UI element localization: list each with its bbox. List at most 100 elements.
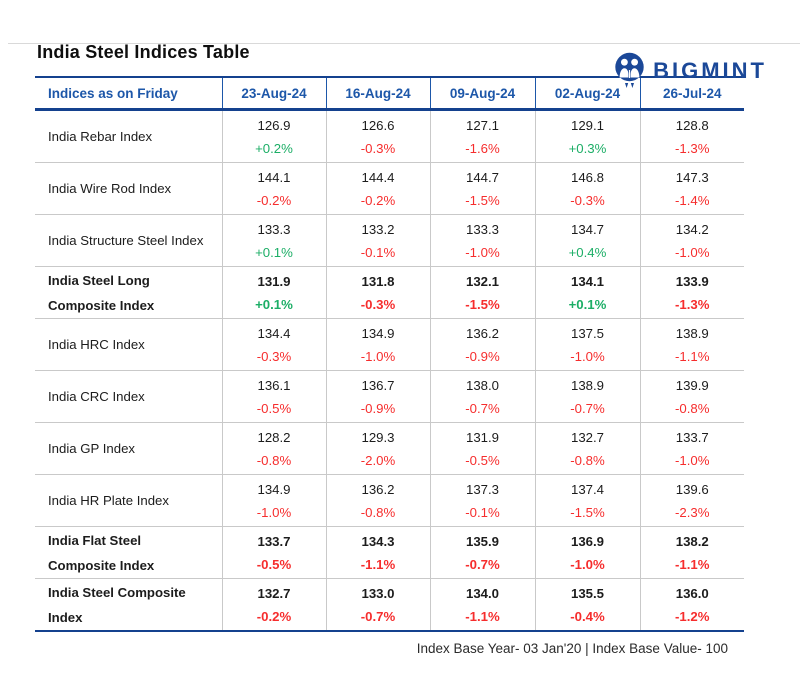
column-header-date: 02-Aug-24 [534,76,640,111]
index-change: -0.8% [675,400,710,416]
index-value-cell: 138.2 -1.1% [639,526,744,579]
index-label: Index [48,609,83,625]
index-value-cell: 134.9 -1.0% [325,318,430,371]
index-value-cell: 138.9 -0.7% [534,370,640,423]
index-value: 135.9 [465,533,499,549]
column-header-date: 16-Aug-24 [325,76,430,111]
index-value-cell: 134.9 -1.0% [221,474,326,527]
index-value: 139.9 [675,377,709,393]
index-change: -1.0% [360,348,396,364]
index-change: -0.1% [465,504,500,520]
index-value: 131.8 [361,273,395,289]
table-row: India Flat Steel Composite Index 133.7 -0.5… [35,526,744,579]
index-value: 126.9 [257,117,291,133]
index-value-cell: 136.2 -0.9% [429,318,535,371]
index-value-cell: 147.3 -1.4% [639,162,744,215]
index-value: 133.2 [361,221,395,237]
index-value: 134.7 [570,221,604,237]
index-value: 133.7 [257,533,291,549]
index-value: 132.7 [257,585,291,601]
index-value: 132.1 [465,273,499,289]
index-change: -0.9% [360,400,396,416]
index-value: 134.9 [361,325,395,341]
index-value: 131.9 [257,273,291,289]
index-label: Composite Index [48,297,155,313]
index-value: 137.4 [570,481,604,497]
column-header-indices-as-on-friday: Indices as on Friday [35,76,222,111]
index-value-cell: 136.2 -0.8% [325,474,430,527]
index-label-cell: India CRC Index [35,370,222,423]
index-value: 139.6 [675,481,709,497]
index-change: -1.5% [465,296,500,312]
index-label-cell: India Wire Rod Index [35,162,222,215]
index-value-cell: 132.7 -0.2% [221,578,326,632]
index-change: -0.2% [256,608,292,624]
index-value: 137.3 [465,481,499,497]
index-value: 133.0 [361,585,395,601]
index-value: 134.0 [465,585,499,601]
index-value: 138.2 [675,533,709,549]
index-value-cell: 131.8 -0.3% [325,266,430,319]
index-change: -0.9% [465,348,500,364]
column-header-date: 09-Aug-24 [429,76,535,111]
index-value: 136.2 [465,325,499,341]
index-change: +0.1% [568,296,607,312]
index-change: -0.2% [256,192,292,208]
index-change: +0.1% [255,244,293,260]
index-value-cell: 129.1 +0.3% [534,109,640,163]
index-value-cell: 131.9 -0.5% [429,422,535,475]
index-value: 133.3 [465,221,499,237]
index-value-cell: 128.8 -1.3% [639,109,744,163]
index-change: -1.1% [360,556,396,572]
index-label: India Steel Long [48,272,150,288]
page-title: India Steel Indices Table [37,42,250,62]
index-value: 126.6 [361,117,395,133]
table-header-row: Indices as on Friday 23-Aug-24 16-Aug-24 0… [35,76,744,111]
index-value-cell: 136.1 -0.5% [221,370,326,423]
top-edge-line [8,43,800,44]
index-change: -0.3% [360,140,396,156]
index-change: -0.8% [360,504,396,520]
index-label-cell: India Rebar Index [35,110,222,163]
index-value: 138.9 [675,325,709,341]
index-value: 136.2 [361,481,395,497]
index-change: -0.2% [360,192,396,208]
index-change: -0.1% [360,244,396,260]
index-value: 131.9 [465,429,499,445]
index-value-cell: 136.0 -1.2% [639,578,744,632]
index-value-cell: 138.9 -1.1% [639,318,744,371]
index-value-cell: 134.3 -1.1% [325,526,430,579]
index-change: -1.0% [675,452,710,468]
index-change: -0.5% [256,400,292,416]
bigmint-logo-text: BIGMINT [653,57,767,83]
index-value: 136.1 [257,377,291,393]
index-value: 128.8 [675,117,709,133]
index-value: 129.3 [361,429,395,445]
index-change: -1.1% [675,348,710,364]
index-change: -1.2% [675,608,710,624]
index-value: 138.9 [570,377,604,393]
index-change: -0.8% [570,452,605,468]
index-change: -1.1% [465,608,500,624]
index-value-cell: 128.2 -0.8% [221,422,326,475]
index-change: +0.4% [568,244,607,260]
index-change: +0.2% [255,140,293,156]
index-value-cell: 132.1 -1.5% [429,266,535,319]
index-label-cell: India Structure Steel Index [35,214,222,267]
index-label: India HR Plate Index [48,493,169,508]
index-value: 134.3 [361,533,395,549]
index-change: -0.5% [256,556,292,572]
index-value-cell: 133.9 -1.3% [639,266,744,319]
index-value-cell: 129.3 -2.0% [325,422,430,475]
index-change: +0.3% [568,140,607,156]
index-label-cell: India GP Index [35,422,222,475]
index-value: 135.5 [570,585,604,601]
index-value-cell: 126.6 -0.3% [325,109,430,163]
index-change: -0.5% [465,452,500,468]
index-value: 136.0 [675,585,709,601]
bigmint-logo: BIGMINT [613,52,767,89]
index-label-cell: India Steel Long Composite Index [35,266,222,319]
index-value-cell: 144.1 -0.2% [221,162,326,215]
index-label: India Rebar Index [48,129,153,144]
bigmint-logo-icon [613,52,646,89]
